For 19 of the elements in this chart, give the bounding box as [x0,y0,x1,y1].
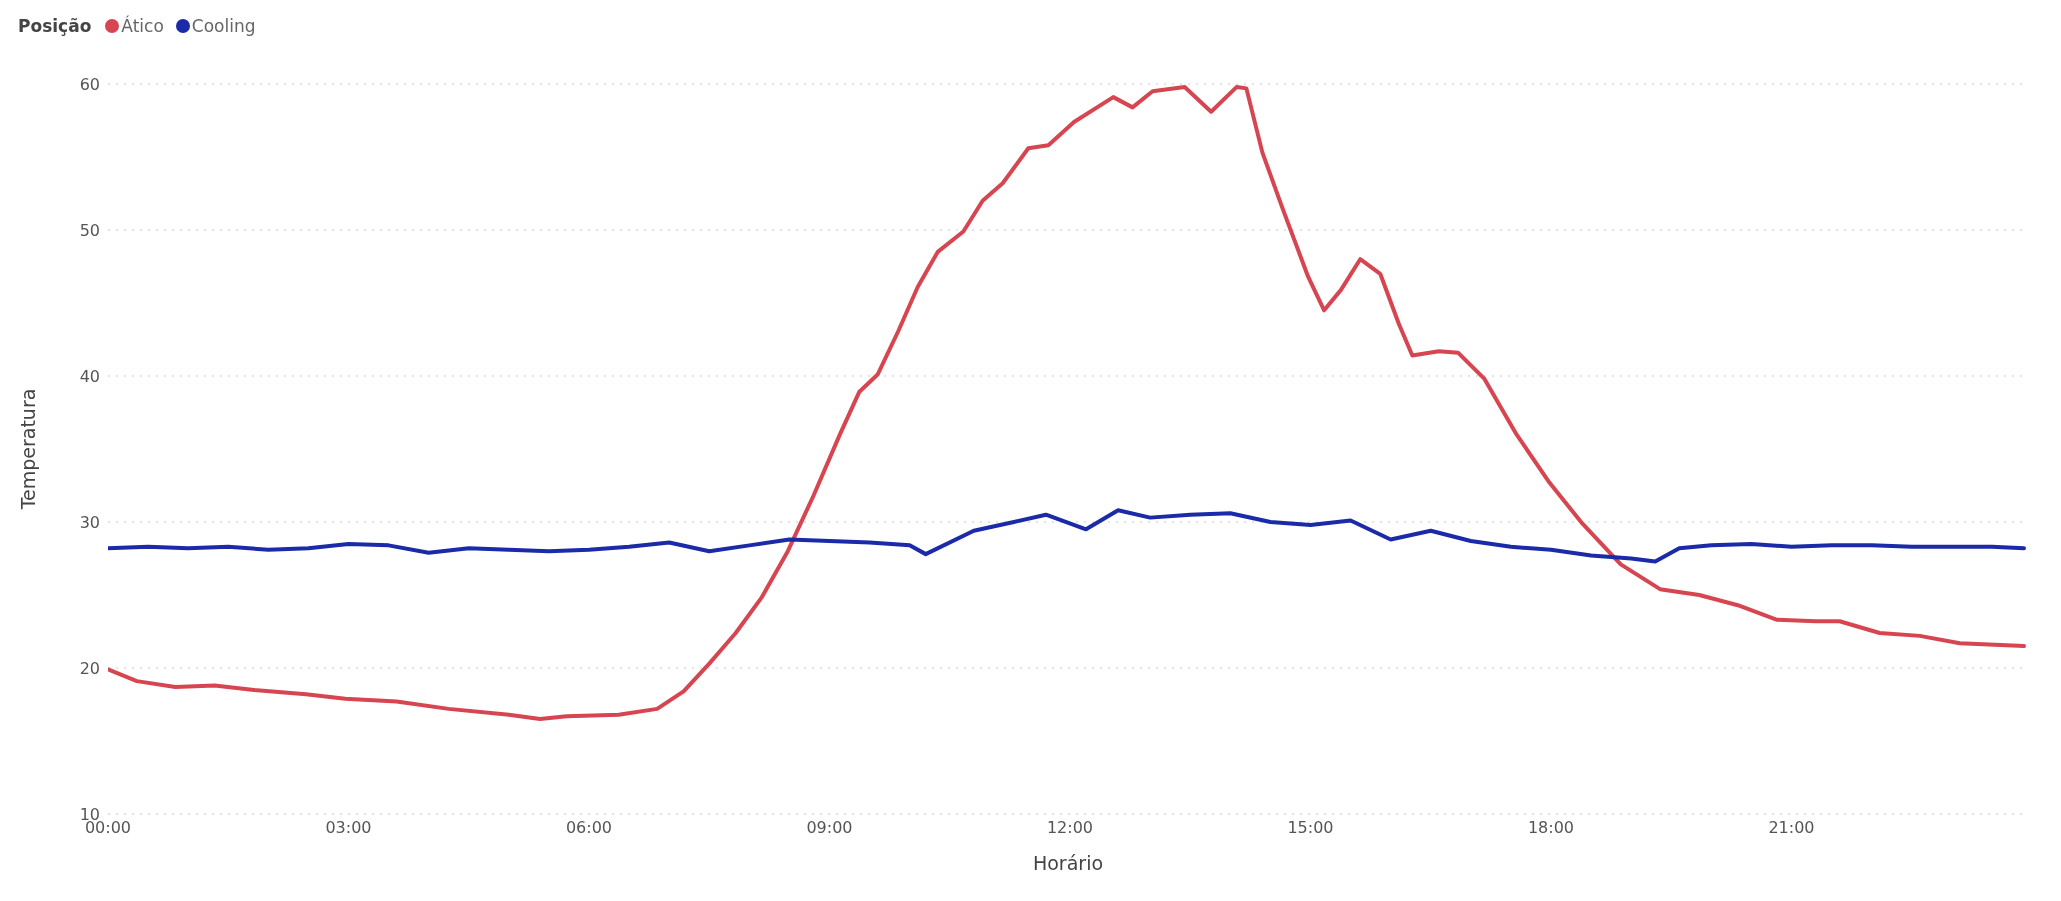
x-axis-title: Horário [1032,852,1104,874]
y-tick-label: 30 [79,512,100,532]
legend-title: Posição [18,16,92,36]
y-tick-label: 20 [79,658,100,678]
x-tick-label: 21:00 [1768,818,1815,838]
y-axis-title: Temperatura [16,388,39,511]
y-tick-label: 50 [79,220,100,240]
legend-label: Cooling [190,16,256,36]
x-tick-label: 09:00 [806,818,853,838]
line-series [108,508,2026,564]
x-tick-label: 03:00 [325,818,372,838]
x-tick-label: 15:00 [1287,818,1334,838]
y-tick-label: 40 [79,366,100,386]
y-tick-label: 60 [79,74,100,94]
x-tick-label: 12:00 [1046,818,1094,838]
x-tick-label: 18:00 [1527,818,1575,838]
x-tick-label: 06:00 [565,818,613,838]
legend-label: Ático [120,16,164,36]
line-series [108,84,2026,722]
